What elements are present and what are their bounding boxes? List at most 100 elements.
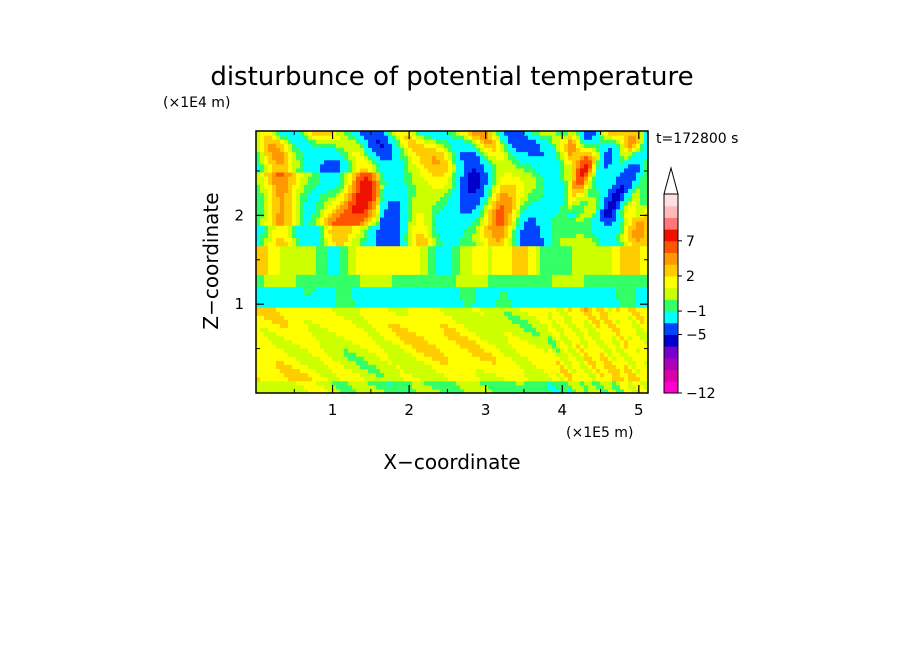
field-cell xyxy=(436,176,441,181)
field-cell xyxy=(280,294,285,300)
field-cell xyxy=(272,302,277,308)
field-cell xyxy=(536,356,541,361)
field-cell xyxy=(332,176,337,181)
field-cell xyxy=(416,360,421,365)
field-cell xyxy=(352,159,357,165)
field-cell xyxy=(316,257,321,263)
field-cell xyxy=(420,364,425,370)
field-cell xyxy=(560,347,565,353)
field-cell xyxy=(392,192,397,198)
field-cell xyxy=(304,139,309,144)
field-cell xyxy=(256,286,261,292)
field-cell xyxy=(436,282,441,288)
field-cell xyxy=(524,237,529,243)
field-cell xyxy=(340,307,345,312)
field-cell xyxy=(352,188,357,193)
field-cell xyxy=(256,192,261,198)
field-cell xyxy=(320,241,325,247)
field-cell xyxy=(336,143,341,148)
field-cell xyxy=(312,356,317,361)
field-cell xyxy=(412,176,417,181)
field-cell xyxy=(308,270,313,275)
field-cell xyxy=(472,237,477,243)
field-cell xyxy=(376,245,381,251)
field-cell xyxy=(260,286,265,292)
field-cell xyxy=(412,192,417,198)
field-cell xyxy=(564,331,569,337)
field-cell xyxy=(340,204,345,210)
field-cell xyxy=(348,159,353,165)
field-cell xyxy=(416,270,421,275)
field-cell xyxy=(448,339,453,345)
field-cell xyxy=(308,180,313,185)
field-cell xyxy=(300,372,305,378)
field-cell xyxy=(460,192,465,198)
field-cell xyxy=(432,266,437,271)
field-cell xyxy=(344,356,349,361)
field-cell xyxy=(280,212,285,218)
field-cell xyxy=(360,302,365,308)
field-cell xyxy=(388,208,393,214)
field-cell xyxy=(264,171,269,177)
field-cell xyxy=(316,368,321,374)
field-cell xyxy=(396,204,401,210)
field-cell xyxy=(356,221,361,226)
field-cell xyxy=(552,331,557,337)
field-cell xyxy=(504,249,509,255)
field-cell xyxy=(480,343,485,349)
field-cell xyxy=(372,180,377,185)
field-cell xyxy=(532,143,537,148)
field-cell xyxy=(484,139,489,144)
field-cell xyxy=(508,229,513,234)
field-cell xyxy=(504,176,509,181)
field-cell xyxy=(292,253,297,259)
field-cell xyxy=(436,159,441,165)
field-cell xyxy=(488,335,493,341)
field-cell xyxy=(432,270,437,275)
field-cell xyxy=(452,298,457,304)
field-cell xyxy=(268,274,273,279)
field-cell xyxy=(264,155,269,161)
field-cell xyxy=(392,262,397,267)
field-cell xyxy=(412,171,417,177)
field-cell xyxy=(560,368,565,374)
field-cell xyxy=(388,388,393,393)
field-cell xyxy=(540,151,545,157)
field-cell xyxy=(288,282,293,288)
field-cell xyxy=(344,241,349,247)
field-cell xyxy=(412,352,417,357)
field-cell xyxy=(372,208,377,214)
field-cell xyxy=(332,249,337,255)
field-cell xyxy=(352,315,357,320)
field-cell xyxy=(284,290,289,296)
field-cell xyxy=(376,196,381,202)
field-cell xyxy=(484,262,489,267)
field-cell xyxy=(480,151,485,157)
field-cell xyxy=(408,163,413,169)
field-cell xyxy=(360,151,365,157)
field-cell xyxy=(356,331,361,337)
field-cell xyxy=(396,229,401,234)
field-cell xyxy=(376,290,381,296)
field-cell xyxy=(312,339,317,345)
field-cell xyxy=(420,311,425,316)
field-cell xyxy=(300,266,305,271)
field-cell xyxy=(416,163,421,169)
field-cell xyxy=(424,262,429,267)
field-cell xyxy=(264,200,269,206)
field-cell xyxy=(456,249,461,255)
field-cell xyxy=(532,315,537,320)
field-cell xyxy=(540,196,545,202)
field-cell xyxy=(368,204,373,210)
field-cell xyxy=(424,196,429,202)
field-cell xyxy=(284,323,289,329)
field-cell xyxy=(380,237,385,243)
field-cell xyxy=(428,286,433,292)
field-cell xyxy=(428,302,433,308)
field-cell xyxy=(344,171,349,177)
field-cell xyxy=(392,204,397,210)
field-cell xyxy=(368,302,373,308)
field-cell xyxy=(324,302,329,308)
field-cell xyxy=(564,372,569,378)
field-cell xyxy=(388,307,393,312)
